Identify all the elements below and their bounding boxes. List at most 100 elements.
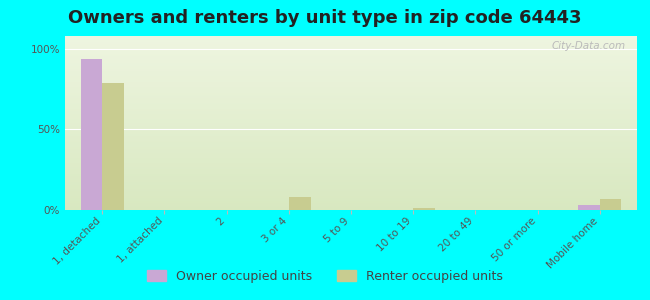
Bar	[65, 57, 637, 58]
Bar	[65, 149, 637, 151]
Bar	[65, 94, 637, 95]
Bar	[65, 69, 637, 71]
Bar	[65, 174, 637, 176]
Bar	[65, 83, 637, 85]
Bar	[65, 172, 637, 173]
Bar	[65, 134, 637, 136]
Bar	[65, 51, 637, 52]
Bar	[65, 86, 637, 88]
Bar	[65, 147, 637, 148]
Bar	[65, 119, 637, 120]
Bar	[413, 208, 435, 210]
Bar	[65, 155, 637, 157]
Bar	[65, 183, 637, 185]
Bar	[65, 64, 637, 66]
Bar	[65, 74, 637, 75]
Bar	[65, 75, 637, 77]
Bar	[65, 71, 637, 73]
Text: City-Data.com: City-Data.com	[551, 41, 625, 51]
Bar	[65, 53, 637, 55]
Bar	[65, 154, 637, 156]
Bar	[65, 189, 637, 191]
Bar	[65, 100, 637, 102]
Bar	[65, 45, 637, 46]
Bar	[65, 106, 637, 108]
Bar	[65, 181, 637, 182]
Bar	[65, 87, 637, 89]
Bar	[65, 160, 637, 162]
Bar	[65, 193, 637, 194]
Bar	[65, 144, 637, 146]
Bar	[65, 95, 637, 97]
Bar	[65, 165, 637, 167]
Bar	[65, 88, 637, 90]
Bar	[65, 62, 637, 64]
Bar	[65, 72, 637, 74]
Bar	[65, 66, 637, 67]
Bar	[65, 196, 637, 198]
Bar	[65, 115, 637, 117]
Bar	[65, 103, 637, 105]
Bar	[65, 168, 637, 170]
Bar	[65, 137, 637, 139]
Bar	[65, 140, 637, 141]
Bar	[65, 106, 637, 107]
Bar	[65, 192, 637, 194]
Bar	[65, 202, 637, 204]
Bar	[65, 89, 637, 91]
Bar	[65, 206, 637, 207]
Bar	[65, 58, 637, 59]
Bar	[65, 205, 637, 206]
Bar	[65, 147, 637, 149]
Bar	[65, 47, 637, 49]
Bar	[65, 188, 637, 189]
Bar	[65, 46, 637, 47]
Bar	[65, 60, 637, 62]
Bar	[65, 112, 637, 113]
Bar	[65, 135, 637, 137]
Bar	[65, 104, 637, 106]
Bar	[65, 54, 637, 56]
Bar	[65, 179, 637, 180]
Bar	[65, 98, 637, 100]
Bar	[65, 111, 637, 112]
Bar	[65, 123, 637, 125]
Bar	[65, 121, 637, 122]
Bar	[65, 200, 637, 201]
Bar	[65, 190, 637, 192]
Bar	[65, 74, 637, 76]
Bar	[65, 35, 637, 37]
Bar	[65, 96, 637, 98]
Bar	[65, 187, 637, 188]
Bar	[65, 186, 637, 188]
Bar	[65, 44, 637, 46]
Bar	[65, 78, 637, 80]
Bar	[65, 70, 637, 72]
Bar	[65, 178, 637, 179]
Bar	[600, 199, 621, 210]
Bar	[65, 201, 637, 203]
Bar	[65, 151, 637, 153]
Bar	[65, 50, 637, 52]
Bar	[65, 59, 637, 60]
Bar	[65, 85, 637, 86]
Bar	[65, 68, 637, 70]
Bar	[65, 152, 637, 154]
Bar	[65, 161, 637, 163]
Bar	[65, 80, 637, 82]
Bar	[65, 73, 637, 74]
Bar	[65, 163, 637, 165]
Bar	[65, 112, 637, 114]
Bar	[65, 194, 637, 196]
Bar	[65, 105, 637, 106]
Bar	[65, 122, 637, 124]
Bar	[65, 182, 637, 183]
Bar	[65, 63, 637, 65]
Bar	[65, 177, 637, 179]
Bar	[65, 125, 637, 127]
Bar	[65, 197, 637, 199]
Bar	[65, 175, 637, 177]
Bar	[65, 199, 637, 200]
Bar	[65, 108, 637, 110]
Bar	[65, 134, 637, 135]
